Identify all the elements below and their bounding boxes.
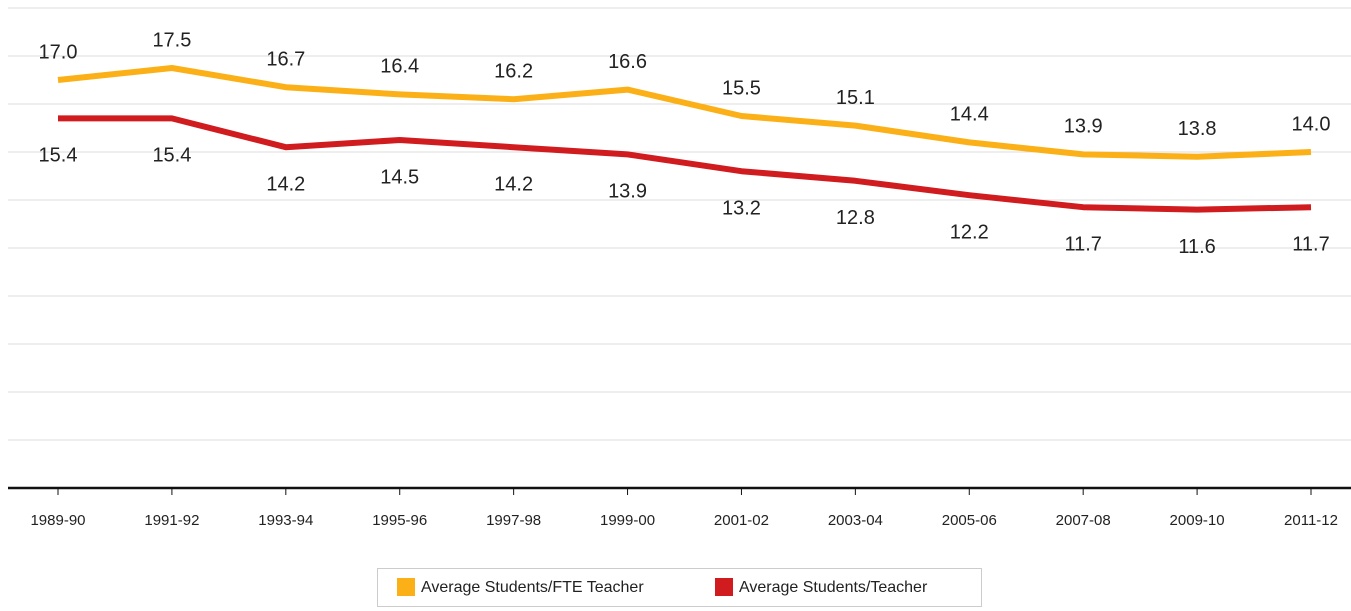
x-tick-label: 2007-08 [1056,512,1111,529]
data-label: 13.9 [1064,116,1103,138]
data-label: 11.7 [1064,233,1101,255]
x-tick-label: 1993-94 [258,512,313,529]
x-tick-label: 1995-96 [372,512,427,529]
x-tick-label: 1999-00 [600,512,655,529]
data-label: 16.6 [608,51,647,73]
legend-swatch [397,578,415,596]
x-tick-label: 2005-06 [942,512,997,529]
x-tick-label: 2009-10 [1170,512,1225,529]
legend-box [377,568,982,607]
data-label: 13.2 [722,197,761,219]
data-label: 14.0 [1292,113,1331,135]
data-label: 15.5 [722,77,761,99]
data-label: 15.4 [152,145,191,167]
data-label: 16.4 [380,56,419,78]
data-label: 17.0 [39,41,78,63]
legend-swatch [715,578,733,596]
data-label: 11.7 [1292,233,1329,255]
data-label: 14.4 [950,104,989,126]
x-tick-label: 1991-92 [144,512,199,529]
data-label: 14.2 [266,173,305,195]
data-label: 17.5 [152,29,191,51]
data-label: 11.6 [1178,236,1215,258]
legend-label: Average Students/FTE Teacher [421,579,644,596]
data-label: 12.2 [950,221,989,243]
data-label: 16.2 [494,60,533,82]
data-label: 13.9 [608,181,647,203]
data-label: 13.8 [1178,118,1217,140]
line [57,65,1312,160]
data-label: 15.4 [39,145,78,167]
data-label: 14.2 [494,173,533,195]
line [58,115,1312,213]
x-tick-label: 2011-12 [1284,512,1338,529]
data-label: 15.1 [836,87,875,109]
legend-label: Average Students/Teacher [739,579,928,596]
data-label: 14.5 [380,166,419,188]
data-label: 12.8 [836,207,875,229]
x-tick-label: 1997-98 [486,512,541,529]
x-tick-label: 2001-02 [714,512,769,529]
data-label: 16.7 [266,48,305,70]
x-tick-label: 1989-90 [30,512,85,529]
x-tick-label: 2003-04 [828,512,883,529]
